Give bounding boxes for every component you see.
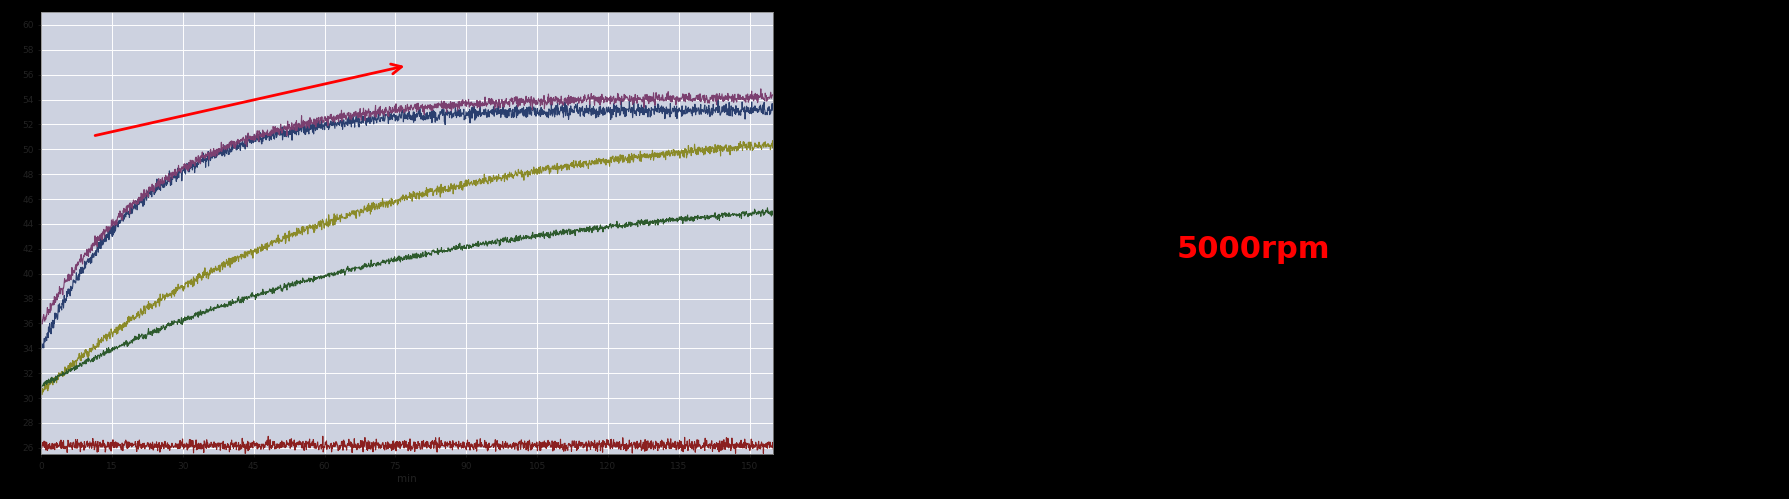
X-axis label: min: min bbox=[397, 474, 417, 484]
Text: 5000rpm: 5000rpm bbox=[1175, 235, 1329, 264]
